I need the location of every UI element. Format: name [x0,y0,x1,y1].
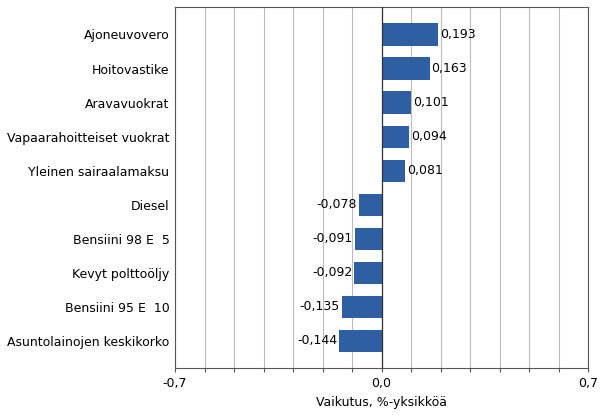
Bar [382,57,430,79]
Bar [359,194,382,216]
Bar [382,160,405,182]
X-axis label: Vaikutus, %-yksikköä: Vaikutus, %-yksikköä [316,396,447,409]
Text: -0,144: -0,144 [297,334,337,347]
Bar [339,330,382,352]
Text: -0,078: -0,078 [316,198,357,211]
Bar [342,296,382,318]
Bar [382,92,411,114]
Bar [382,126,409,148]
Text: 0,163: 0,163 [431,62,467,75]
Text: -0,092: -0,092 [312,266,353,280]
Text: -0,091: -0,091 [313,232,353,245]
Text: 0,081: 0,081 [407,164,443,177]
Text: 0,094: 0,094 [411,130,446,143]
Text: -0,135: -0,135 [299,300,340,313]
Bar [355,262,382,284]
Text: 0,101: 0,101 [413,96,449,109]
Bar [355,228,382,250]
Text: 0,193: 0,193 [440,28,476,41]
Bar [382,23,439,45]
